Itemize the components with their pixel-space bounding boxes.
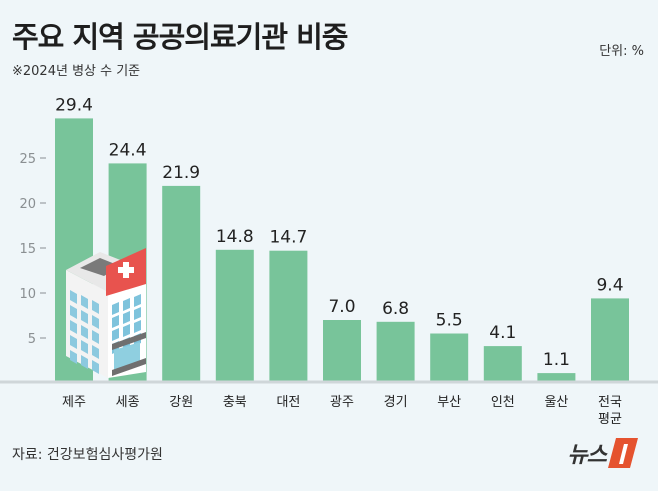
category-label: 제주 (62, 395, 86, 410)
category-label: 광주 (330, 395, 354, 410)
y-tick-label: 5 (28, 332, 36, 347)
bar (215, 249, 254, 383)
y-tick-label: 25 (19, 152, 36, 167)
bar (483, 346, 522, 383)
y-tick-label: 20 (19, 197, 36, 212)
value-label: 29.4 (55, 95, 93, 115)
category-label: 대전 (276, 395, 300, 410)
category-label: 인천 (491, 395, 515, 410)
value-label: 9.4 (596, 275, 623, 295)
y-tick-label: 15 (19, 242, 36, 257)
bar (269, 250, 308, 383)
chart-title: 주요 지역 공공의료기관 비중 (12, 20, 348, 54)
chart-subtitle: ※2024년 병상 수 기준 (12, 64, 141, 79)
category-label: 부산 (437, 395, 461, 410)
bar (323, 320, 361, 383)
category-label: 울산 (544, 395, 568, 410)
bar (537, 373, 576, 383)
y-axis: 5 10 15 20 25 (19, 152, 46, 347)
bar (376, 321, 415, 383)
value-label: 21.9 (162, 163, 200, 183)
value-label: 14.8 (216, 227, 254, 247)
bar (430, 333, 469, 383)
bars (55, 118, 629, 384)
value-label: 1.1 (543, 350, 570, 370)
y-tick-label: 10 (19, 287, 36, 302)
value-label: 24.4 (109, 140, 147, 160)
hospital-building-illustration (66, 248, 146, 378)
value-label: 7.0 (328, 297, 355, 317)
bar (591, 298, 629, 383)
value-label: 14.7 (269, 228, 307, 248)
unit-label: 단위: % (599, 44, 644, 59)
source-note: 자료: 건강보험심사평가원 (12, 447, 163, 463)
bar (162, 185, 201, 383)
category-label: 전국 (598, 395, 622, 410)
category-label: 경기 (384, 395, 408, 410)
value-label: 4.1 (489, 323, 516, 343)
category-label: 충북 (223, 395, 247, 410)
category-label: 평균 (598, 412, 622, 427)
logo-mark-icon (608, 438, 638, 468)
value-label: 6.8 (382, 299, 409, 319)
category-label: 강원 (169, 395, 193, 410)
category-label: 세종 (116, 395, 140, 410)
logo-text: 뉴스 (567, 443, 607, 468)
value-label: 5.5 (436, 311, 463, 331)
bar-chart: 5 10 15 20 25 29.4 제주 24.4 세종 21.9 강원 14.8 충북 14.7 대전… (0, 95, 658, 427)
news1-logo: 뉴스 (568, 436, 640, 470)
